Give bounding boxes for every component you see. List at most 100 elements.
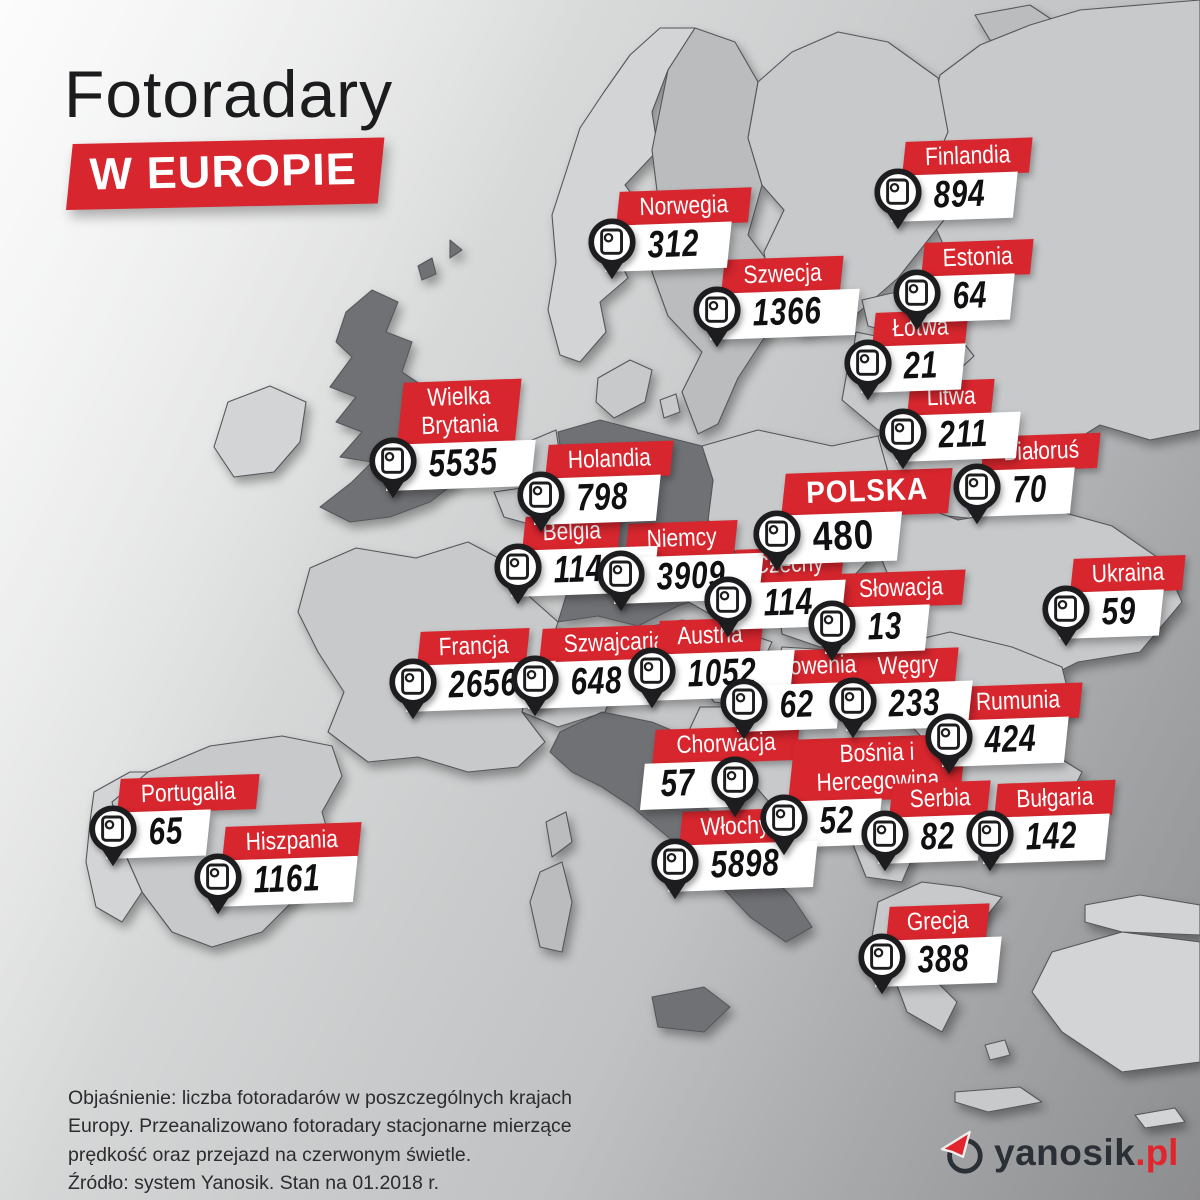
country-value: 312 [646,222,701,267]
country-name: Ukraina [1091,557,1165,589]
country-name: Francja [438,630,510,662]
camera-pin-icon [891,268,943,332]
camera-pin-icon [691,285,743,349]
country-name: Finlandia [924,140,1011,172]
camera-pin-icon [649,837,701,901]
country-name: Grecja [906,906,970,937]
camera-pin-icon [872,167,924,231]
camera-pin-icon [859,809,911,873]
camera-pin-icon [192,852,244,916]
camera-pin-icon [595,549,647,613]
camera-pin-icon [751,509,803,573]
country-value-row: 1366 [691,285,860,349]
footer-line: prędkość oraz przejazd na czerwonym świe… [68,1143,472,1166]
footer-line: Objaśnienie: liczba fotoradarów w poszcz… [68,1087,573,1109]
camera-pin-icon [856,932,908,996]
country-name: Estonia [942,241,1014,273]
country-value: 798 [575,475,630,520]
country-value: 5535 [427,441,499,486]
camera-pin-icon [387,657,439,721]
camera-pin-icon [964,809,1016,873]
country-value: 70 [1011,468,1048,512]
camera-pin-icon [877,407,929,471]
country-name: Hiszpania [245,824,339,857]
country-label-finlandia: Finlandia 894 [872,137,1034,231]
yanosik-logo: yanosik .pl [940,1130,1178,1176]
country-value: 648 [569,659,624,704]
camera-pin-icon [951,462,1003,526]
country-value-row: 388 [856,932,1003,996]
country-value: 13 [866,605,903,649]
country-value: 59 [1100,590,1137,634]
country-name: Węgry [877,650,939,681]
camera-pin-icon [492,542,544,606]
camera-pin-icon [367,436,419,500]
country-label-estonia: Estonia 64 [891,239,1035,332]
camera-pin-icon [806,599,858,663]
country-name: Norwegia [638,190,729,222]
country-value-row: 70 [951,462,1097,526]
country-value: 388 [916,937,971,982]
country-value: 480 [811,511,875,560]
yanosik-arrow-icon [940,1130,983,1174]
country-value: 894 [932,172,987,217]
country-value: 52 [818,799,855,843]
camera-pin-icon [842,338,894,402]
camera-pin-icon [923,712,975,776]
camera-pin-icon [509,654,561,718]
country-value-row: 424 [923,712,1079,776]
camera-pin-icon [515,470,567,534]
country-name: POLSKA [805,470,929,511]
country-value: 65 [147,810,184,854]
country-value-row: 894 [872,167,1029,231]
country-label-ukraina: Ukraina 59 [1040,554,1186,648]
country-value: 1366 [751,290,823,335]
country-label-litwa: Litwa 211 [877,378,1021,471]
country-name: Rumunia [975,685,1061,717]
country-value: 62 [778,683,815,727]
country-name: Bułgaria [1015,782,1094,814]
country-label-grecja: Grecja 388 [856,903,1003,996]
camera-pin-icon [586,217,638,281]
country-name: Słowacja [858,572,944,604]
country-value-row: 480 [751,509,948,573]
country-value: 57 [659,762,696,806]
country-value-row: 5535 [367,436,536,500]
camera-pin-icon [709,755,761,819]
page-title: Fotoradary [64,57,394,131]
country-name: Wielka Brytania [420,381,499,441]
country-value-row: 142 [964,809,1112,873]
camera-pin-icon [758,793,810,857]
country-value-row: 59 [1040,584,1182,648]
footer-line: Źródło: system Yanosik. Stan na 01.2018 … [68,1171,440,1194]
camera-pin-icon [718,677,770,741]
camera-pin-icon [87,804,139,868]
country-label-szwecja: Szwecja 1366 [691,255,860,349]
country-value: 82 [919,815,956,859]
country-value: 211 [937,413,989,457]
country-label-hiszpania: Hiszpania 1161 [192,822,362,916]
camera-pin-icon [702,575,754,639]
camera-pin-icon [827,676,879,740]
logo-tld: .pl [1135,1132,1179,1173]
country-value: 2656 [447,662,519,707]
country-name: Szwecja [742,258,823,290]
country-name: Holandia [567,443,652,475]
logo-name: yanosik [994,1132,1136,1173]
title-banner: W EUROPIE [66,137,384,210]
country-value-row: 1161 [192,852,358,916]
title-banner-text: W EUROPIE [89,143,358,200]
country-value: 142 [1024,814,1079,859]
title-block: Fotoradary W EUROPIE [64,56,393,210]
country-label-wielka-brytania: Wielka Brytania 5535 [367,378,536,500]
country-label-polska: POLSKA 480 [751,467,953,573]
camera-pin-icon [1040,584,1092,648]
country-name: Portugalia [140,776,236,809]
country-value: 424 [983,717,1038,762]
footer-line: Europy. Przeanalizowano fotoradary stacj… [68,1115,572,1138]
country-value: 1161 [252,857,322,902]
country-name: Serbia [909,783,971,814]
camera-pin-icon [626,646,678,710]
country-value: 64 [951,274,988,318]
footer-note: Objaśnienie: liczba fotoradarów w poszcz… [68,1084,572,1197]
